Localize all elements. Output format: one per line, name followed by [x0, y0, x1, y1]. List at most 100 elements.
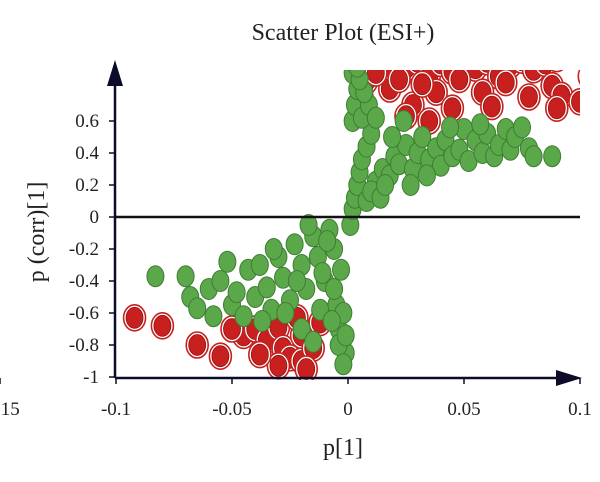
non-significant-point	[366, 106, 385, 129]
non-significant-point	[513, 116, 531, 139]
significant-point	[496, 71, 515, 94]
significant-point	[547, 97, 566, 120]
non-significant-point	[313, 262, 332, 284]
non-significant-point	[204, 305, 223, 328]
y-axis-arrow	[107, 60, 123, 86]
significant-point	[366, 70, 385, 84]
significant-point	[413, 73, 432, 96]
non-significant-point	[318, 230, 337, 252]
x-axis-arrow	[556, 370, 582, 386]
point-layer	[0, 48, 598, 380]
non-significant-point	[285, 233, 304, 256]
non-significant-point	[50, 272, 67, 293]
significant-point-ring	[550, 70, 564, 73]
y-tick-label: 0.6	[75, 111, 99, 132]
significant-point	[386, 48, 403, 69]
non-significant-point	[471, 113, 490, 136]
y-tick-label: -0.8	[69, 335, 99, 356]
significant-point	[524, 70, 543, 81]
non-significant-point	[394, 110, 413, 132]
non-significant-point	[253, 310, 272, 332]
significant-point-ring	[455, 70, 473, 74]
x-tick-label: -0.15	[0, 399, 20, 420]
significant-point	[297, 358, 316, 380]
significant-point	[223, 318, 241, 340]
significant-point-ring	[0, 305, 16, 331]
y-tick-label: -0.4	[69, 271, 100, 292]
non-significant-point	[264, 238, 283, 260]
non-significant-point	[383, 126, 402, 148]
significant-point	[269, 354, 288, 377]
non-significant-point	[299, 214, 318, 236]
non-significant-point	[234, 305, 253, 328]
non-significant-point	[146, 265, 165, 288]
significant-point	[571, 90, 580, 113]
significant-point	[482, 95, 501, 118]
non-significant-point	[417, 164, 436, 187]
significant-point	[450, 70, 469, 91]
x-tick-label: -0.1	[101, 399, 131, 420]
non-significant-point	[218, 250, 237, 273]
y-tick-label: -0.6	[69, 303, 99, 324]
non-significant-point	[441, 116, 460, 139]
non-significant-point	[332, 258, 351, 281]
non-significant-point	[413, 126, 432, 148]
significant-point	[153, 314, 172, 337]
y-tick-label: -1	[83, 367, 99, 388]
significant-point	[481, 70, 494, 73]
significant-point	[548, 48, 565, 69]
y-tick-label: -0.2	[69, 239, 99, 260]
significant-point	[0, 307, 13, 328]
non-significant-point	[543, 145, 562, 168]
significant-point-ring	[362, 70, 380, 74]
significant-point	[581, 66, 598, 87]
significant-point	[367, 70, 376, 72]
significant-point	[390, 70, 408, 91]
significant-point	[411, 70, 424, 73]
x-tick-label: -0.05	[212, 399, 252, 420]
significant-point	[125, 306, 144, 329]
y-tick-label: 0	[90, 207, 100, 228]
non-significant-point	[376, 174, 395, 196]
non-significant-point	[211, 270, 230, 292]
x-tick-label: 0	[343, 399, 353, 420]
non-significant-point	[176, 265, 195, 288]
non-significant-point	[287, 270, 306, 292]
non-significant-point	[336, 324, 355, 347]
y-tick-label: 0.4	[75, 143, 99, 164]
non-significant-point	[188, 297, 207, 320]
y-ticks: 0.6 0.4 0.2 0 -0.2 -0.4 -0.6 -0.8 -1	[69, 111, 115, 388]
non-significant-point	[304, 330, 323, 353]
non-significant-point	[257, 276, 276, 299]
x-axis-label: p[1]	[323, 435, 363, 461]
non-significant-point	[401, 174, 420, 196]
non-significant-point	[346, 70, 355, 72]
y-axis-label: p (corr)[1]	[24, 182, 50, 283]
x-tick-label: 0.1	[568, 399, 592, 420]
non-significant-point	[325, 278, 344, 300]
significant-point	[188, 334, 207, 356]
significant-point-ring	[577, 70, 580, 85]
significant-point	[460, 70, 468, 72]
significant-point	[211, 345, 230, 368]
non-significant-point	[292, 318, 311, 340]
non-significant-point	[276, 302, 295, 324]
non-significant-point	[322, 310, 341, 332]
chart-title: Scatter Plot (ESI+)	[252, 20, 435, 46]
y-tick-label: 0.2	[75, 175, 99, 196]
non-significant-point	[250, 254, 269, 276]
non-significant-point	[227, 281, 246, 304]
non-significant-point	[348, 70, 366, 78]
data-points	[0, 48, 598, 380]
significant-point-ring	[513, 70, 531, 74]
significant-point	[520, 86, 538, 108]
significant-point	[518, 70, 526, 72]
significant-point	[443, 97, 462, 120]
significant-point-ring	[387, 70, 402, 73]
x-tick-label: 0.05	[447, 399, 480, 420]
significant-point	[250, 343, 269, 366]
non-significant-point	[334, 353, 353, 376]
non-significant-point	[524, 145, 543, 168]
